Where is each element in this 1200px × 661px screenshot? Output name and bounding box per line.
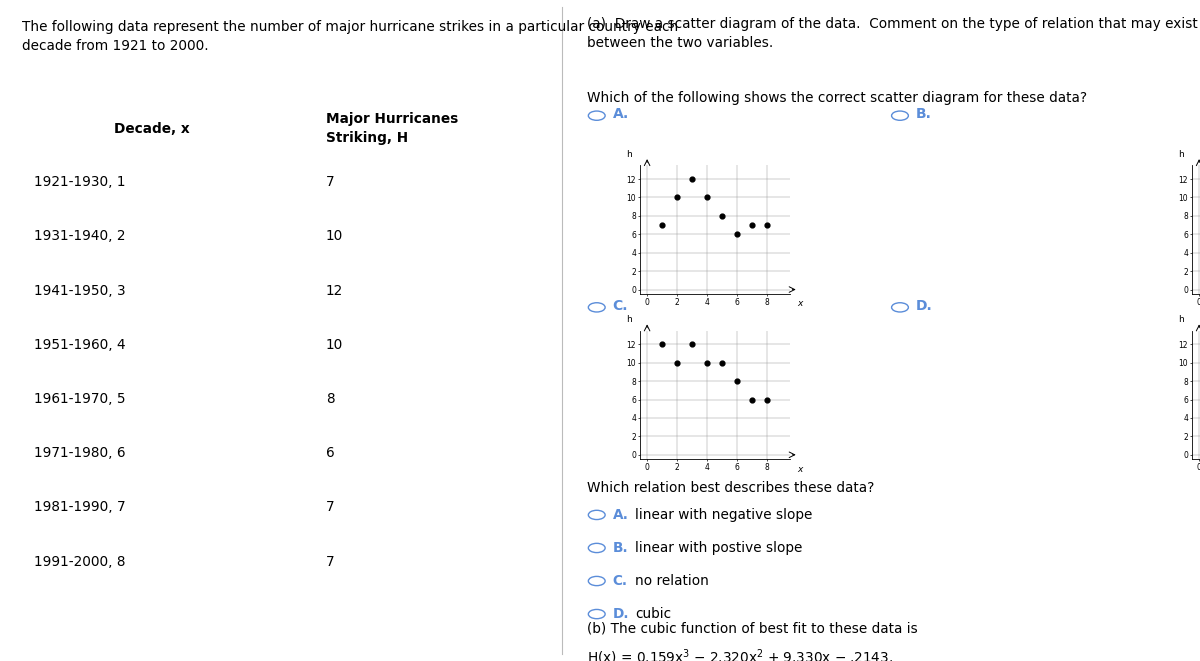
Text: 8: 8: [325, 392, 335, 406]
Text: D.: D.: [916, 299, 932, 313]
Text: 1981-1990, 7: 1981-1990, 7: [34, 500, 125, 514]
Text: D.: D.: [613, 607, 629, 621]
Text: x: x: [797, 465, 803, 473]
Text: 1971-1980, 6: 1971-1980, 6: [34, 446, 125, 460]
Point: [713, 211, 732, 221]
Text: no relation: no relation: [635, 574, 709, 588]
Point: [743, 394, 762, 405]
Point: [727, 376, 746, 387]
Text: C.: C.: [613, 574, 628, 588]
Text: h: h: [626, 315, 632, 324]
Text: (a)  Draw a scatter diagram of the data.  Comment on the type of relation that m: (a) Draw a scatter diagram of the data. …: [587, 17, 1198, 50]
Point: [743, 220, 762, 231]
Point: [653, 220, 672, 231]
Text: B.: B.: [613, 541, 629, 555]
Text: 1941-1950, 3: 1941-1950, 3: [34, 284, 125, 297]
Text: A.: A.: [613, 107, 629, 122]
Text: H(x) = 0.159x$^3$ $-$ 2.320x$^2$ + 9.330x $-$ .2143.: H(x) = 0.159x$^3$ $-$ 2.320x$^2$ + 9.330…: [587, 648, 893, 661]
Text: cubic: cubic: [635, 607, 671, 621]
Text: A.: A.: [613, 508, 629, 522]
Point: [757, 394, 776, 405]
Text: 7: 7: [325, 555, 335, 568]
Text: 7: 7: [325, 175, 335, 189]
Text: 10: 10: [325, 229, 343, 243]
Point: [727, 229, 746, 239]
Point: [653, 339, 672, 350]
Text: h: h: [1178, 150, 1184, 159]
Point: [757, 220, 776, 231]
Text: 10: 10: [325, 338, 343, 352]
Point: [683, 174, 702, 184]
Point: [713, 358, 732, 368]
Text: linear with negative slope: linear with negative slope: [635, 508, 812, 522]
Point: [667, 192, 686, 203]
Text: 7: 7: [325, 500, 335, 514]
Point: [697, 358, 716, 368]
Text: h: h: [626, 150, 632, 159]
Point: [697, 192, 716, 203]
Point: [683, 339, 702, 350]
Text: 1991-2000, 8: 1991-2000, 8: [34, 555, 125, 568]
Text: The following data represent the number of major hurricane strikes in a particul: The following data represent the number …: [23, 20, 679, 54]
Text: x: x: [797, 299, 803, 308]
Text: B.: B.: [916, 107, 931, 122]
Text: 1951-1960, 4: 1951-1960, 4: [34, 338, 125, 352]
Text: 1931-1940, 2: 1931-1940, 2: [34, 229, 125, 243]
Text: Which of the following shows the correct scatter diagram for these data?: Which of the following shows the correct…: [587, 91, 1087, 105]
Text: Major Hurricanes
Striking, H: Major Hurricanes Striking, H: [325, 112, 458, 145]
Text: 6: 6: [325, 446, 335, 460]
Text: C.: C.: [613, 299, 628, 313]
Text: (b) The cubic function of best fit to these data is: (b) The cubic function of best fit to th…: [587, 621, 918, 635]
Text: 1921-1930, 1: 1921-1930, 1: [34, 175, 125, 189]
Text: 12: 12: [325, 284, 343, 297]
Text: linear with postive slope: linear with postive slope: [635, 541, 803, 555]
Text: Decade, x: Decade, x: [114, 122, 190, 136]
Text: 1961-1970, 5: 1961-1970, 5: [34, 392, 125, 406]
Text: Which relation best describes these data?: Which relation best describes these data…: [587, 481, 875, 495]
Point: [667, 358, 686, 368]
Text: h: h: [1178, 315, 1184, 324]
